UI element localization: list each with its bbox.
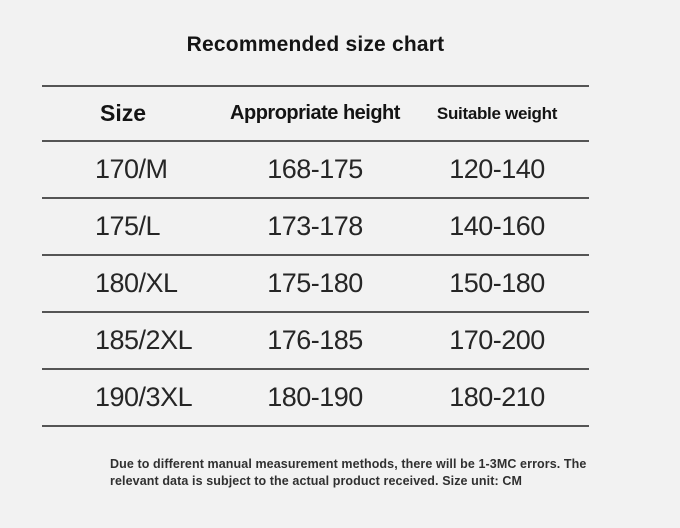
height-cell: 175-180 [225,256,405,311]
page-title: Recommended size chart [186,33,445,56]
weight-cell: 140-160 [405,199,589,254]
height-value: 176-185 [267,325,363,355]
size-value: 180/XL [95,268,178,298]
size-cell: 180/XL [42,256,225,311]
size-table: Size Appropriate height Suitable weight … [42,85,589,427]
size-cell: 185/2XL [42,313,225,368]
weight-value: 120-140 [449,154,545,184]
column-header-weight-label: Suitable weight [436,103,558,123]
size-value: 175/L [95,211,161,241]
column-header-size: Size [42,87,225,140]
footnote: Due to different manual measurement meth… [110,456,655,489]
weight-cell: 150-180 [405,256,589,311]
height-value: 168-175 [267,154,363,184]
table-row: 180/XL 175-180 150-180 [42,254,589,311]
table-header-row: Size Appropriate height Suitable weight [42,85,589,140]
height-cell: 173-178 [225,199,405,254]
footnote-line-2: relevant data is subject to the actual p… [110,473,522,488]
height-cell: 180-190 [225,370,405,425]
size-cell: 190/3XL [42,370,225,425]
size-value: 170/M [95,154,168,184]
height-value: 180-190 [267,382,363,412]
footnote-line-1: Due to different manual measurement meth… [110,457,587,471]
weight-value: 170-200 [449,325,545,355]
weight-value: 140-160 [449,211,545,241]
table-row: 170/M 168-175 120-140 [42,140,589,197]
height-cell: 168-175 [225,142,405,197]
size-value: 190/3XL [95,382,193,412]
size-cell: 170/M [42,142,225,197]
weight-value: 150-180 [449,268,545,298]
size-cell: 175/L [42,199,225,254]
column-header-size-label: Size [100,100,147,126]
size-value: 185/2XL [95,325,193,355]
table-row: 190/3XL 180-190 180-210 [42,368,589,425]
table-row: 175/L 173-178 140-160 [42,197,589,254]
table-bottom-rule [42,425,589,427]
column-header-height-label: Appropriate height [230,102,400,124]
weight-value: 180-210 [449,382,545,412]
column-header-height: Appropriate height [225,87,405,140]
weight-cell: 180-210 [405,370,589,425]
table-row: 185/2XL 176-185 170-200 [42,311,589,368]
column-header-weight: Suitable weight [405,87,589,140]
height-cell: 176-185 [225,313,405,368]
weight-cell: 170-200 [405,313,589,368]
height-value: 173-178 [267,211,363,241]
weight-cell: 120-140 [405,142,589,197]
height-value: 175-180 [267,268,363,298]
